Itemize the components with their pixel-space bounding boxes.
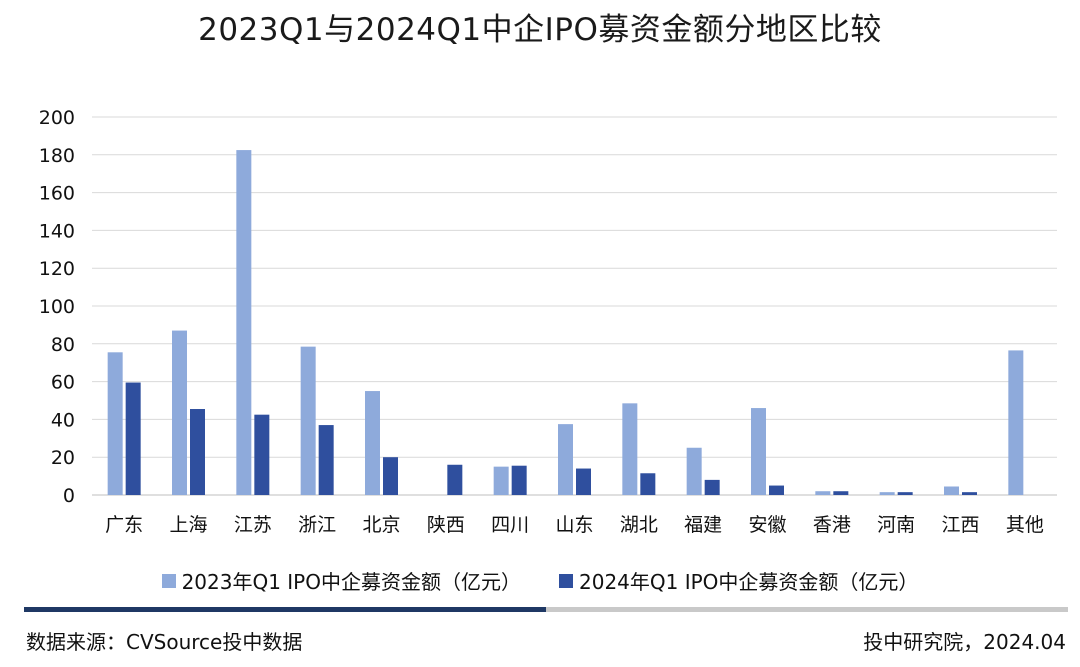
x-axis-categories: 广东 上海 江苏 浙江 北京 陕西 四川 山东 湖北 福建 安徽 香港 河南 江西 其他	[105, 514, 1044, 536]
bar-2023-9	[686, 447, 702, 495]
y-tick-label: 60	[51, 372, 75, 394]
x-category-label: 浙江	[298, 514, 336, 536]
y-axis-ticks: 0 20 40 60 80 100 120 140 160 180 200	[39, 107, 75, 507]
bar-2024-11	[833, 491, 849, 495]
y-tick-label: 80	[51, 334, 75, 356]
x-category-label: 四川	[491, 514, 529, 536]
bar-2023-1	[172, 330, 187, 495]
x-category-label: 上海	[169, 514, 207, 536]
x-category-label: 北京	[362, 514, 400, 536]
bar-2023-0	[107, 352, 123, 495]
data-source: 数据来源：CVSource投中数据	[26, 630, 303, 654]
y-tick-label: 40	[51, 409, 75, 431]
y-tick-label: 160	[39, 183, 75, 205]
legend-item-2024: 2024年Q1 IPO中企募资金额（亿元）	[559, 566, 918, 595]
x-category-label: 其他	[1006, 514, 1044, 536]
y-tick-label: 120	[39, 258, 75, 280]
y-tick-label: 100	[39, 296, 75, 318]
bar-2023-6	[493, 466, 509, 495]
bar-2023-10	[751, 408, 766, 495]
bar-2024-12	[897, 492, 913, 495]
bar-2024-13	[962, 492, 977, 495]
x-category-label: 江苏	[234, 514, 272, 536]
x-category-label: 山东	[555, 514, 593, 536]
bar-2023-12	[879, 492, 895, 495]
bar-chart: 0 20 40 60 80 100 120 140 160 180 200 广东 上海 江苏 浙江 北京 陕西…	[39, 107, 1057, 536]
bar-2023-4	[365, 391, 380, 495]
x-category-label: 安徽	[748, 514, 786, 536]
bar-2024-3	[318, 425, 334, 495]
bar-2023-11	[815, 491, 831, 495]
legend-item-2023: 2023年Q1 IPO中企募资金额（亿元）	[161, 566, 521, 595]
bar-2023-3	[300, 346, 316, 495]
bar-2024-7	[576, 468, 591, 495]
x-category-label: 陕西	[427, 514, 465, 536]
credit-line: 投中研究院，2024.04	[863, 630, 1066, 654]
y-tick-label: 140	[39, 220, 75, 242]
x-category-label: 河南	[877, 514, 915, 536]
x-category-label: 江西	[941, 514, 979, 536]
x-category-label: 广东	[105, 514, 143, 536]
legend-label-2023: 2023年Q1 IPO中企募资金额（亿元）	[181, 570, 521, 594]
bar-2024-2	[254, 414, 270, 495]
bar-2023-14	[1008, 350, 1024, 495]
bar-2024-5	[447, 464, 463, 495]
bar-2024-1	[190, 409, 205, 495]
legend-swatch-2023	[161, 573, 176, 588]
bar-2024-4	[383, 457, 398, 495]
y-tick-label: 200	[39, 107, 75, 129]
bars	[107, 150, 1024, 495]
bar-2023-2	[236, 150, 252, 495]
bar-2024-8	[640, 473, 656, 495]
gridlines	[92, 116, 1057, 496]
bar-2023-13	[944, 486, 959, 495]
y-tick-label: 20	[51, 447, 75, 469]
x-category-label: 福建	[684, 514, 722, 536]
legend-swatch-2024	[559, 573, 573, 588]
footer-rule-dark	[24, 607, 546, 612]
chart-title: 2023Q1与2024Q1中企IPO募资金额分地区比较	[198, 12, 882, 48]
x-category-label: 香港	[813, 514, 851, 536]
bar-2024-9	[704, 479, 720, 495]
bar-2024-6	[511, 465, 527, 495]
legend: 2023年Q1 IPO中企募资金额（亿元） 2024年Q1 IPO中企募资金额（…	[0, 566, 1080, 595]
x-category-label: 湖北	[620, 514, 658, 536]
bar-2023-7	[558, 424, 573, 495]
bar-2024-10	[769, 485, 784, 495]
y-tick-label: 0	[63, 485, 75, 507]
bar-2023-8	[622, 403, 638, 495]
footer-rule-light	[546, 607, 1068, 612]
bar-2024-0	[125, 382, 141, 495]
y-tick-label: 180	[39, 145, 75, 167]
legend-label-2024: 2024年Q1 IPO中企募资金额（亿元）	[579, 570, 919, 594]
